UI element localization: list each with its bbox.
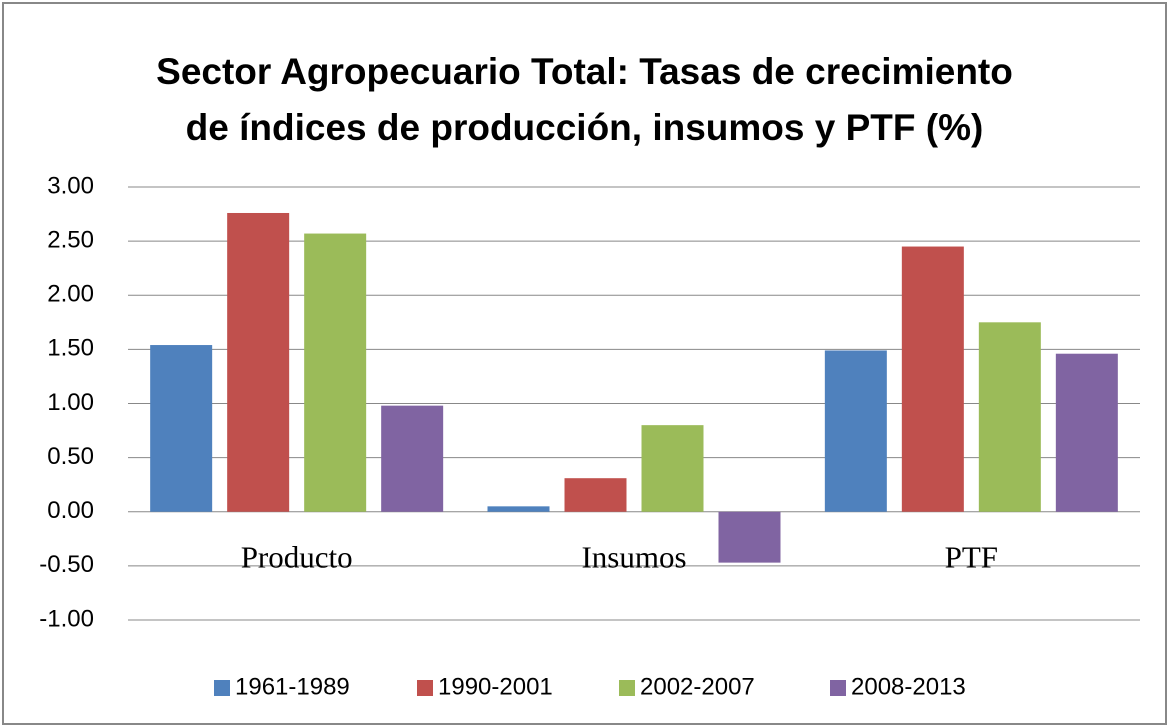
y-tick-label: 3.00 xyxy=(47,172,94,199)
legend-label: 1990-2001 xyxy=(438,673,553,700)
x-tick-label: Producto xyxy=(241,540,353,575)
legend-label: 1961-1989 xyxy=(235,673,350,700)
legend-swatch xyxy=(214,680,230,696)
bar xyxy=(1055,353,1118,512)
legend-label: 2008-2013 xyxy=(851,673,966,700)
bar xyxy=(227,212,290,512)
legend-swatch xyxy=(417,680,433,696)
legend-swatch xyxy=(619,680,635,696)
y-tick-label: 2.00 xyxy=(47,281,94,308)
x-tick-label: PTF xyxy=(945,540,998,575)
bar xyxy=(564,478,627,512)
bar xyxy=(381,405,444,512)
y-tick-label: 1.00 xyxy=(47,389,94,416)
y-tick-label: 2.50 xyxy=(47,226,94,253)
bar xyxy=(901,246,964,512)
x-tick-label: Insumos xyxy=(581,540,686,575)
y-tick-label: -0.50 xyxy=(39,551,94,578)
bar xyxy=(718,511,781,563)
bar xyxy=(150,345,213,512)
bar xyxy=(487,506,550,512)
y-tick-label: 0.50 xyxy=(47,443,94,470)
chart-title: Sector Agropecuario Total: Tasas de crec… xyxy=(156,51,1013,148)
legend-swatch xyxy=(830,680,846,696)
bar xyxy=(978,322,1041,512)
bar xyxy=(824,350,887,512)
y-tick-label: -1.00 xyxy=(39,605,94,632)
bar xyxy=(304,233,367,512)
y-tick-label: 1.50 xyxy=(47,335,94,362)
y-tick-label: 0.00 xyxy=(47,497,94,524)
legend-label: 2002-2007 xyxy=(640,673,755,700)
bar xyxy=(641,425,704,512)
